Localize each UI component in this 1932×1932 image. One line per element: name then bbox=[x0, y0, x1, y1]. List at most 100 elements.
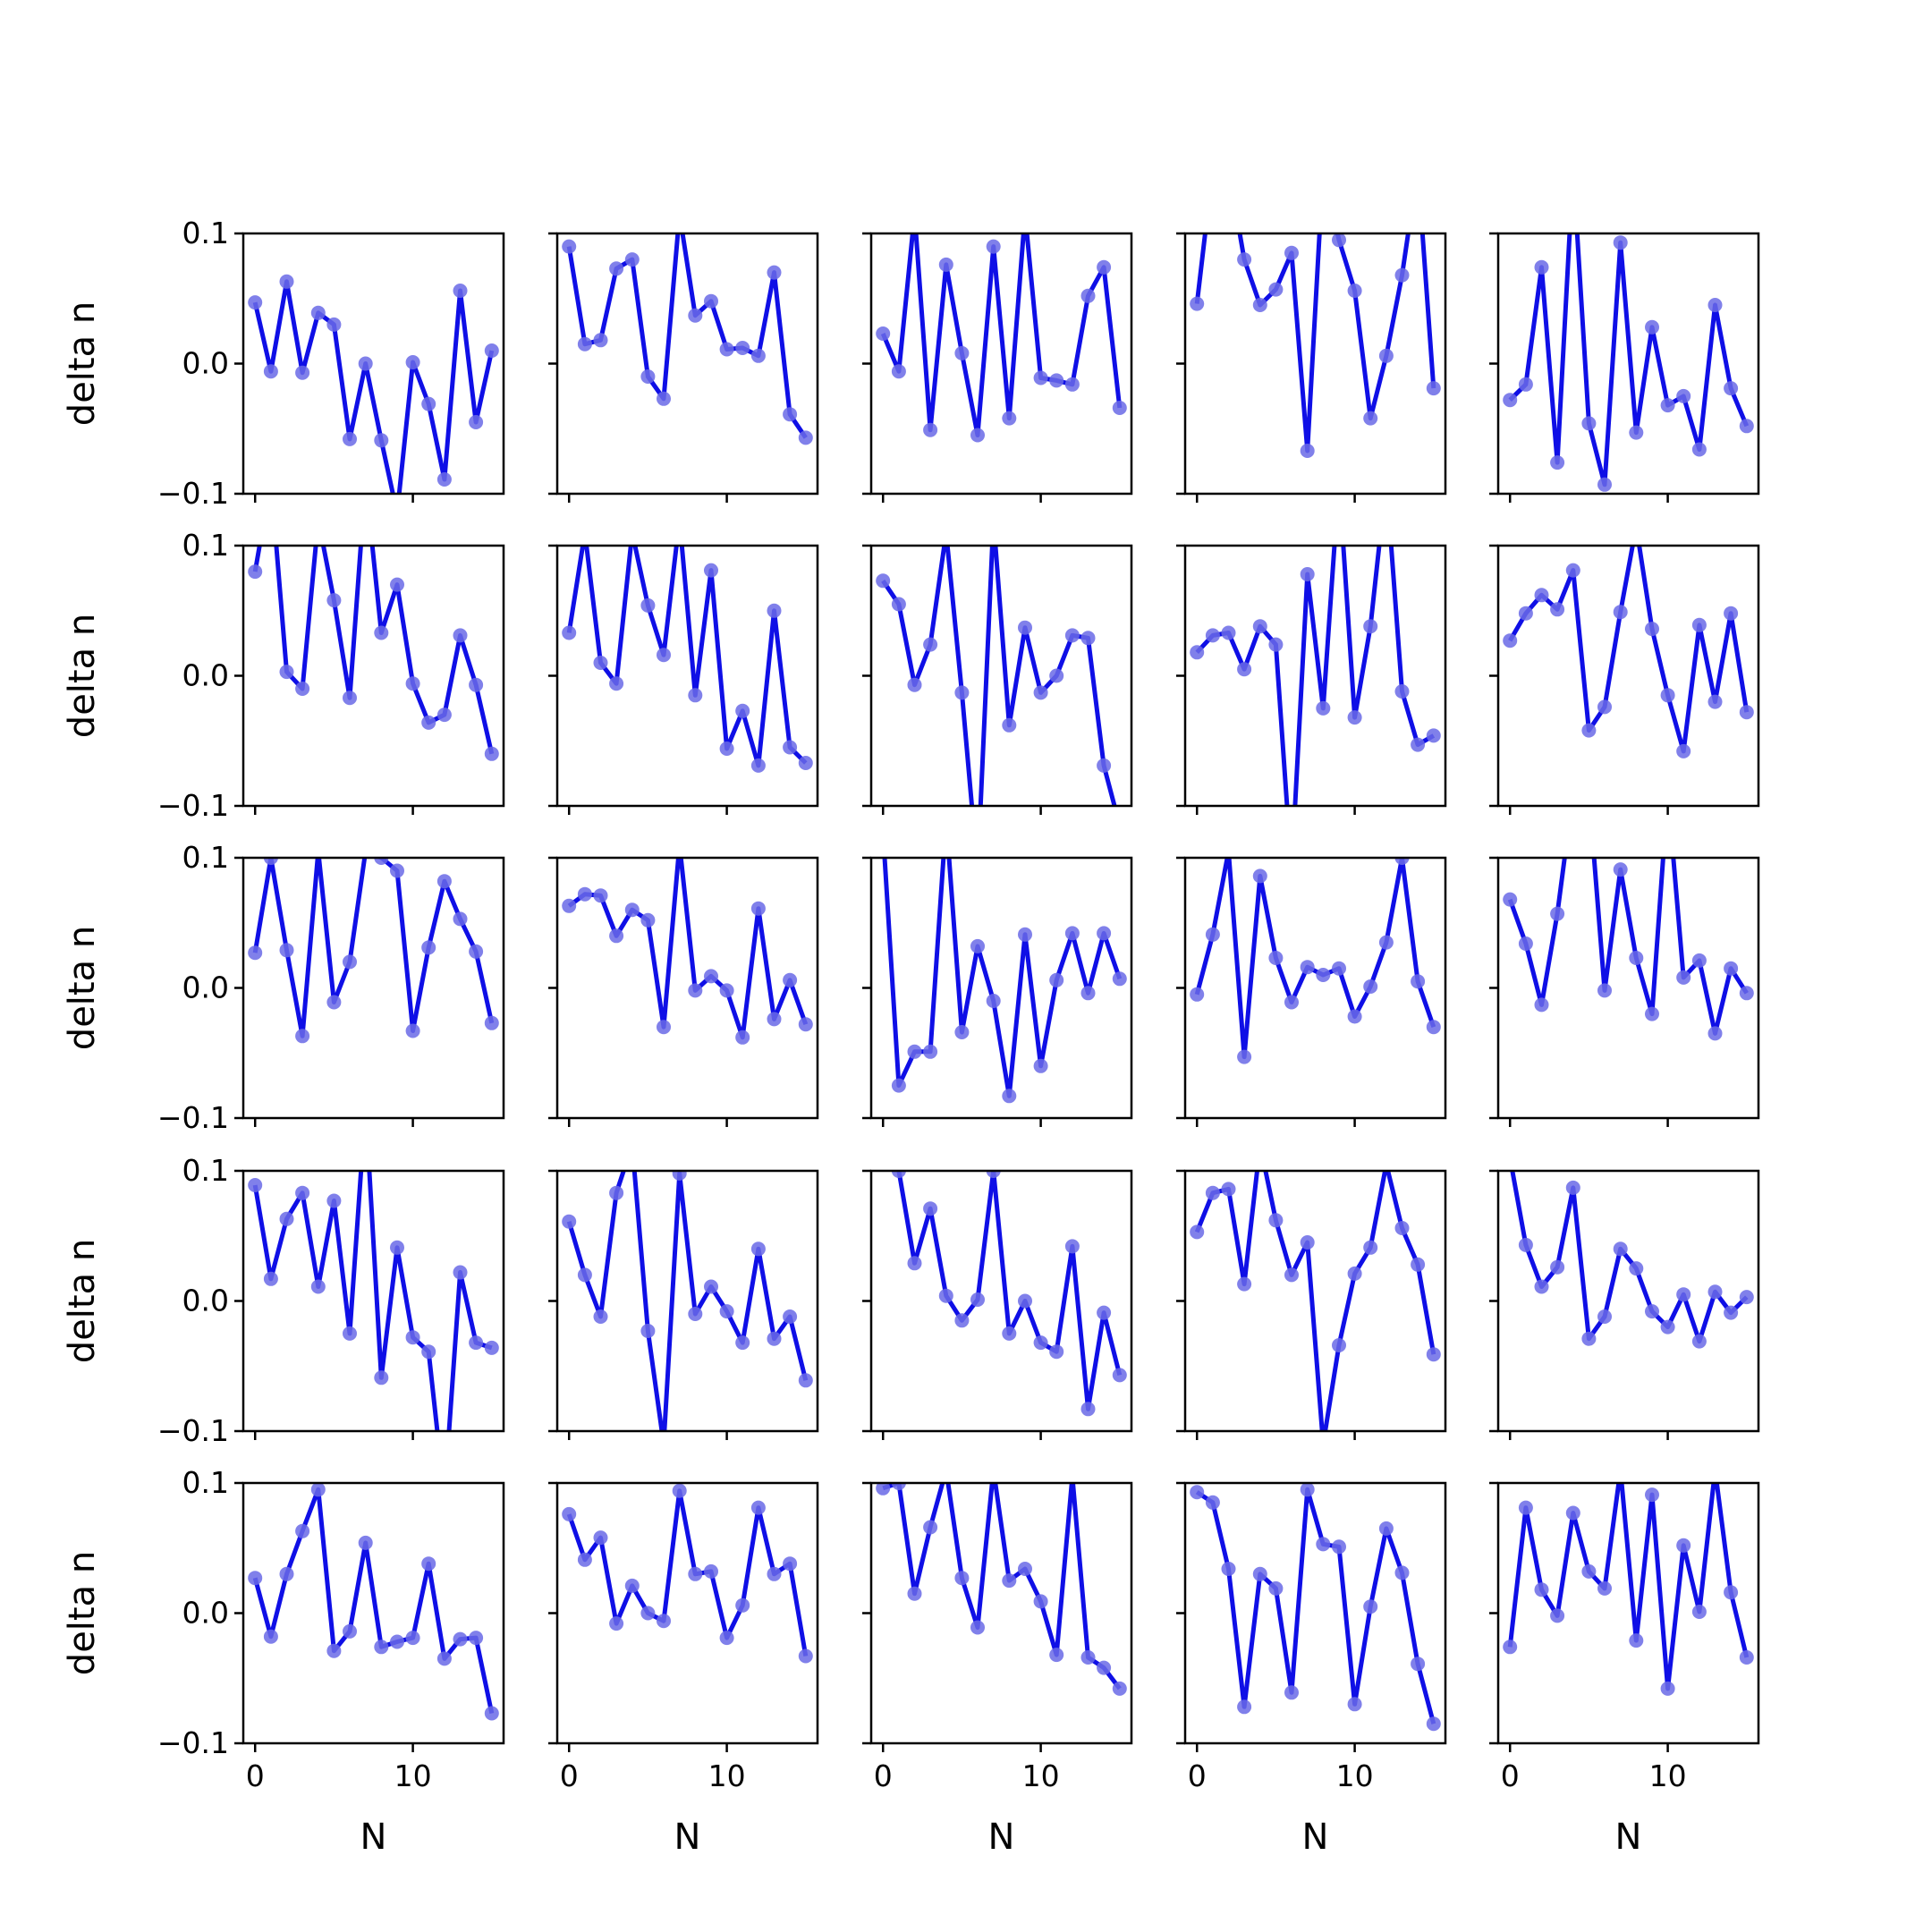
data-point bbox=[310, 1279, 326, 1294]
data-point bbox=[1691, 442, 1707, 457]
data-point bbox=[1518, 936, 1533, 951]
data-point bbox=[624, 1578, 640, 1593]
series-line bbox=[566, 1171, 809, 1431]
data-point bbox=[688, 688, 703, 703]
data-point bbox=[593, 656, 608, 670]
data-point bbox=[1645, 1006, 1659, 1021]
x-tick-label: 0 bbox=[1188, 1758, 1207, 1793]
data-point bbox=[1080, 986, 1096, 1001]
data-point bbox=[1064, 628, 1080, 643]
data-point bbox=[1597, 1309, 1612, 1324]
data-point bbox=[374, 1370, 389, 1385]
data-point bbox=[1660, 1681, 1675, 1696]
data-point bbox=[640, 1324, 656, 1338]
data-point bbox=[1080, 1402, 1096, 1417]
data-point bbox=[923, 1044, 938, 1059]
data-point bbox=[1221, 1562, 1236, 1576]
series-line bbox=[566, 233, 808, 439]
plot-area bbox=[1510, 1171, 1754, 1349]
data-point bbox=[1565, 563, 1580, 578]
data-point bbox=[1503, 892, 1518, 907]
data-point bbox=[358, 1535, 373, 1550]
data-point bbox=[484, 343, 499, 358]
axes-frame bbox=[242, 856, 505, 1120]
data-point bbox=[657, 1437, 671, 1452]
data-point bbox=[798, 1017, 813, 1032]
data-point bbox=[326, 1643, 342, 1658]
data-point bbox=[437, 1489, 452, 1504]
data-point bbox=[1724, 606, 1739, 621]
data-point bbox=[1661, 785, 1675, 800]
data-point bbox=[1253, 1138, 1267, 1152]
data-point bbox=[657, 1614, 671, 1629]
data-point bbox=[1069, 1483, 1076, 1484]
panel-r1-c2 bbox=[548, 232, 819, 503]
data-point bbox=[987, 513, 1001, 527]
data-point bbox=[1518, 1500, 1533, 1515]
plot-area bbox=[1190, 1138, 1441, 1431]
data-point bbox=[484, 1340, 499, 1355]
data-point bbox=[688, 1307, 703, 1321]
data-point bbox=[970, 1620, 985, 1635]
plot-area bbox=[248, 1171, 499, 1504]
panel-r5-c2: 0 10N bbox=[548, 1481, 819, 1858]
data-point bbox=[923, 1520, 938, 1535]
data-point bbox=[1581, 1331, 1597, 1346]
data-point bbox=[343, 1623, 357, 1639]
x-axis-label: N bbox=[360, 1817, 387, 1858]
data-point bbox=[624, 902, 640, 918]
data-point bbox=[735, 1335, 750, 1351]
data-point bbox=[1394, 1565, 1410, 1580]
plot-area bbox=[248, 274, 499, 494]
data-point bbox=[704, 293, 718, 309]
data-point bbox=[469, 1335, 484, 1351]
data-point bbox=[1534, 997, 1549, 1013]
x-axis-label: N bbox=[988, 1817, 1015, 1858]
panel-r5-c3: 0 10N bbox=[862, 1481, 1133, 1858]
panel-r4-c2 bbox=[548, 1169, 819, 1452]
y-tick-label: 0.1 bbox=[182, 840, 229, 875]
plot-area bbox=[876, 233, 1127, 443]
data-point bbox=[295, 1029, 310, 1044]
data-point bbox=[577, 1552, 592, 1567]
data-point bbox=[1645, 622, 1659, 637]
series-line bbox=[252, 546, 495, 755]
data-point bbox=[1581, 723, 1597, 738]
y-axis-label: delta n bbox=[62, 614, 103, 738]
data-point bbox=[609, 928, 624, 944]
data-point bbox=[970, 1292, 985, 1307]
data-point bbox=[326, 317, 342, 332]
panel-r2-c5 bbox=[1489, 544, 1760, 815]
data-point bbox=[1018, 1293, 1032, 1309]
data-point bbox=[1018, 1562, 1032, 1576]
data-point bbox=[923, 1201, 938, 1216]
data-point bbox=[1112, 1368, 1127, 1383]
data-point bbox=[1049, 1648, 1064, 1663]
data-point bbox=[343, 431, 357, 446]
y-tick-label: −0.1 bbox=[157, 1725, 229, 1760]
data-point bbox=[1033, 685, 1048, 700]
plot-area bbox=[562, 1483, 813, 1664]
panel-r1-c1: −0.1 0.0 0.1 delta n bbox=[62, 216, 505, 511]
data-point bbox=[1049, 1344, 1064, 1360]
data-point bbox=[469, 677, 484, 692]
data-point bbox=[1080, 1650, 1096, 1665]
data-point bbox=[421, 396, 436, 411]
axes-frame bbox=[242, 232, 505, 496]
data-point bbox=[248, 1571, 263, 1586]
data-point bbox=[295, 1523, 310, 1538]
data-point bbox=[1629, 1261, 1644, 1276]
panel-r2-c2 bbox=[548, 544, 819, 815]
data-point bbox=[593, 1530, 608, 1546]
data-point bbox=[1252, 1566, 1267, 1581]
panel-r2-c4 bbox=[1176, 544, 1447, 815]
data-point bbox=[1190, 1485, 1205, 1500]
data-point bbox=[248, 945, 263, 961]
data-point bbox=[469, 944, 484, 959]
panel-r3-c3 bbox=[862, 856, 1133, 1127]
x-tick-label: 10 bbox=[1336, 1758, 1374, 1793]
data-point bbox=[783, 740, 798, 755]
data-point bbox=[1534, 588, 1549, 603]
data-point bbox=[1724, 381, 1739, 396]
y-tick-label: 0.1 bbox=[182, 528, 229, 563]
